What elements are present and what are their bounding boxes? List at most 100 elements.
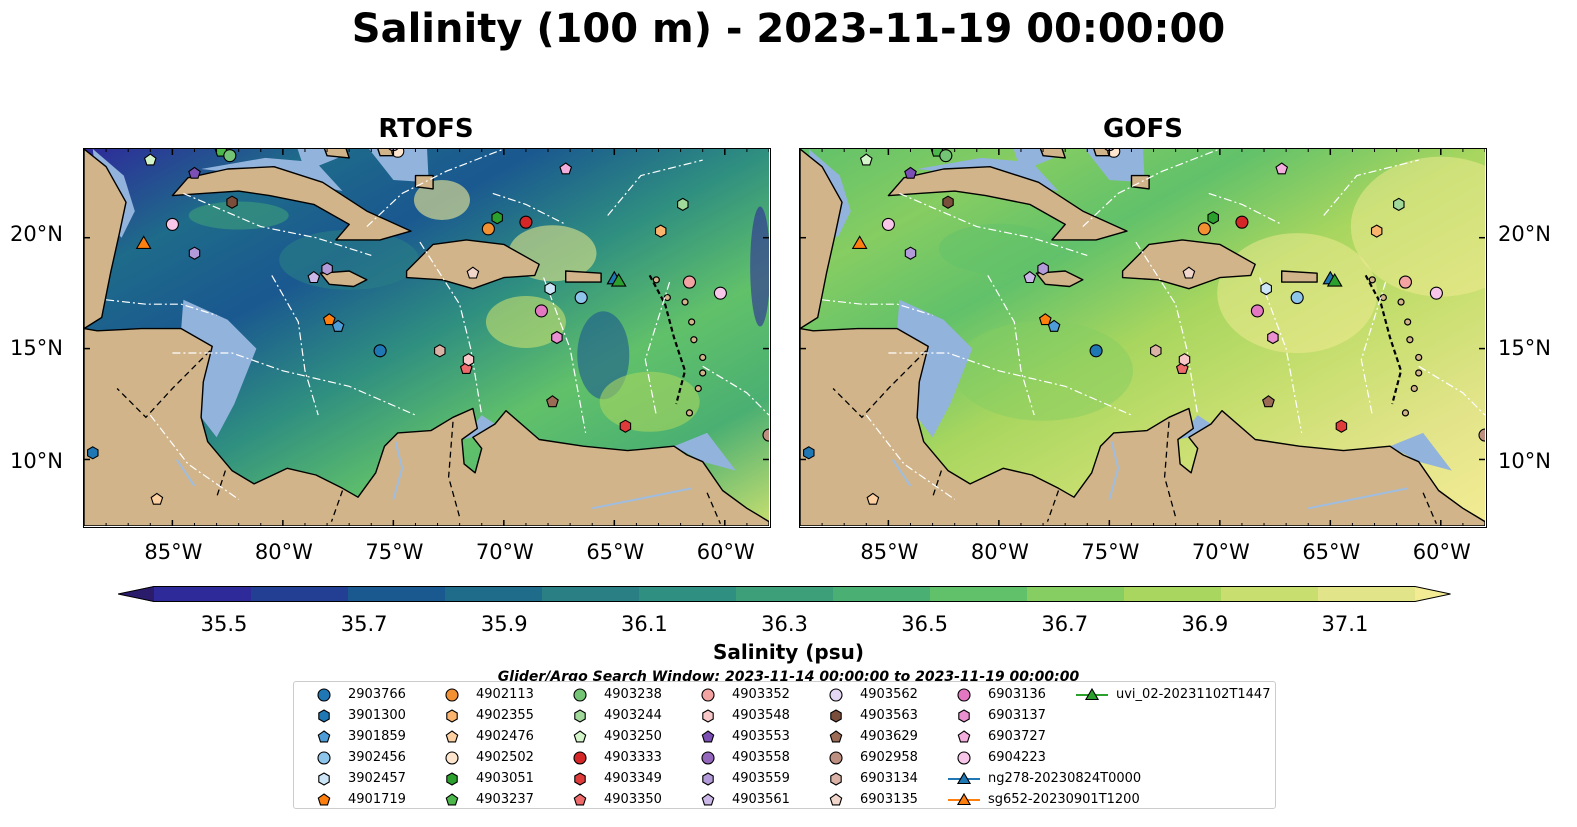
island (1415, 369, 1423, 377)
legend-marker (574, 709, 586, 723)
legend-marker (948, 771, 980, 785)
legend-symbol (957, 688, 971, 702)
float-marker (226, 195, 238, 209)
colorbar-segment (736, 586, 834, 602)
island (699, 369, 707, 377)
float-marker (1260, 282, 1272, 296)
legend-symbol (701, 751, 715, 765)
legend-label: 4903562 (860, 687, 918, 702)
legend-label: 4903350 (604, 792, 662, 807)
legend-symbol (957, 730, 971, 743)
legend-label: 3902457 (348, 771, 406, 786)
float-marker (1398, 275, 1413, 289)
eez-boundary (865, 414, 956, 500)
float-marker (1150, 344, 1162, 358)
legend-symbol (956, 792, 972, 806)
colorbar-segment (154, 586, 252, 602)
eez-boundary (899, 192, 1088, 256)
float-marker (1207, 211, 1219, 225)
river (175, 458, 196, 487)
legend-label: 6903134 (860, 771, 918, 786)
legend-marker (957, 730, 971, 743)
legend-label: 4903553 (732, 729, 790, 744)
legend-label: 6903137 (988, 708, 1046, 723)
island (699, 353, 707, 362)
legend-label: 4902476 (476, 729, 534, 744)
float-marker (373, 344, 387, 358)
legend-label: 4903561 (732, 792, 790, 807)
salinity-eddy (750, 206, 769, 327)
salinity-eddy (413, 180, 470, 221)
legend-marker (957, 751, 971, 765)
land-cuba (887, 166, 1128, 241)
eez-boundary (1135, 241, 1199, 416)
float-marker (544, 282, 556, 296)
glider-marker (610, 273, 627, 287)
legend-marker (701, 730, 715, 743)
eez-boundary (1418, 365, 1485, 416)
continental-shelf (368, 149, 429, 183)
eez-boundary (1082, 149, 1221, 228)
colorbar-segment (833, 586, 931, 602)
lon-tick-label: 65°W (1302, 540, 1361, 564)
lon-tick-label: 70°W (475, 540, 534, 564)
island (1415, 353, 1423, 362)
eez-boundary (492, 192, 566, 225)
float-marker (87, 446, 99, 460)
legend-symbol (574, 709, 586, 723)
legend-symbol (1084, 687, 1100, 701)
float-marker (942, 195, 954, 209)
legend-label: 4903237 (476, 792, 534, 807)
float-marker (1262, 395, 1275, 408)
float-marker (1197, 222, 1211, 236)
legend-label: 4903563 (860, 708, 918, 723)
lon-tick-label: 85°W (144, 540, 203, 564)
legend-label: 4903629 (860, 729, 918, 744)
legend-marker (957, 688, 971, 702)
float-marker (1335, 419, 1348, 433)
colorbar-outline (117, 586, 1451, 602)
gofs-map (799, 148, 1487, 528)
country-border (706, 492, 721, 525)
legend: 2903766 3901300 3901859 3902456 3902457 49017… (293, 681, 1276, 809)
legend-label: 4903244 (604, 708, 662, 723)
lat-tick-label: 20°N (1498, 222, 1551, 246)
legend-label: 4903238 (604, 687, 662, 702)
eez-boundary (172, 352, 416, 416)
legend-symbol (318, 709, 330, 723)
eez-boundary (106, 299, 217, 316)
eez-boundary (183, 192, 372, 256)
float-marker (1089, 344, 1103, 358)
legend-marker (958, 709, 970, 723)
float-marker (307, 270, 321, 284)
legend-marker (573, 751, 587, 765)
legend-symbol (829, 793, 843, 806)
legend-symbol (573, 730, 587, 743)
depth-contour (1364, 274, 1403, 405)
legend-symbol (574, 772, 586, 786)
legend-label: 4903051 (476, 771, 534, 786)
eez-boundary (1360, 281, 1387, 416)
float-marker (939, 149, 953, 163)
eez-boundary (1208, 192, 1282, 225)
lon-tick-label: 70°W (1191, 540, 1250, 564)
continental-shelf (1084, 149, 1145, 183)
legend-symbol (573, 751, 587, 765)
island (1410, 384, 1418, 393)
colorbar-segment (348, 586, 446, 602)
colorbar-segment (1027, 586, 1125, 602)
legend-symbol (829, 688, 843, 702)
island (1401, 409, 1410, 417)
country-border (931, 470, 943, 498)
lat-tick-label: 20°N (10, 222, 63, 246)
legend-label: 6903727 (988, 729, 1046, 744)
legend-marker (573, 793, 587, 806)
lon-tick-label: 85°W (860, 540, 919, 564)
float-marker (1393, 197, 1405, 212)
colorbar-tick-label: 35.7 (340, 612, 388, 636)
country-border (1163, 421, 1177, 518)
legend-label: 4903558 (732, 750, 790, 765)
colorbar-segment (251, 586, 349, 602)
salinity-eddy (188, 201, 289, 230)
land-jamaica (1035, 270, 1084, 288)
